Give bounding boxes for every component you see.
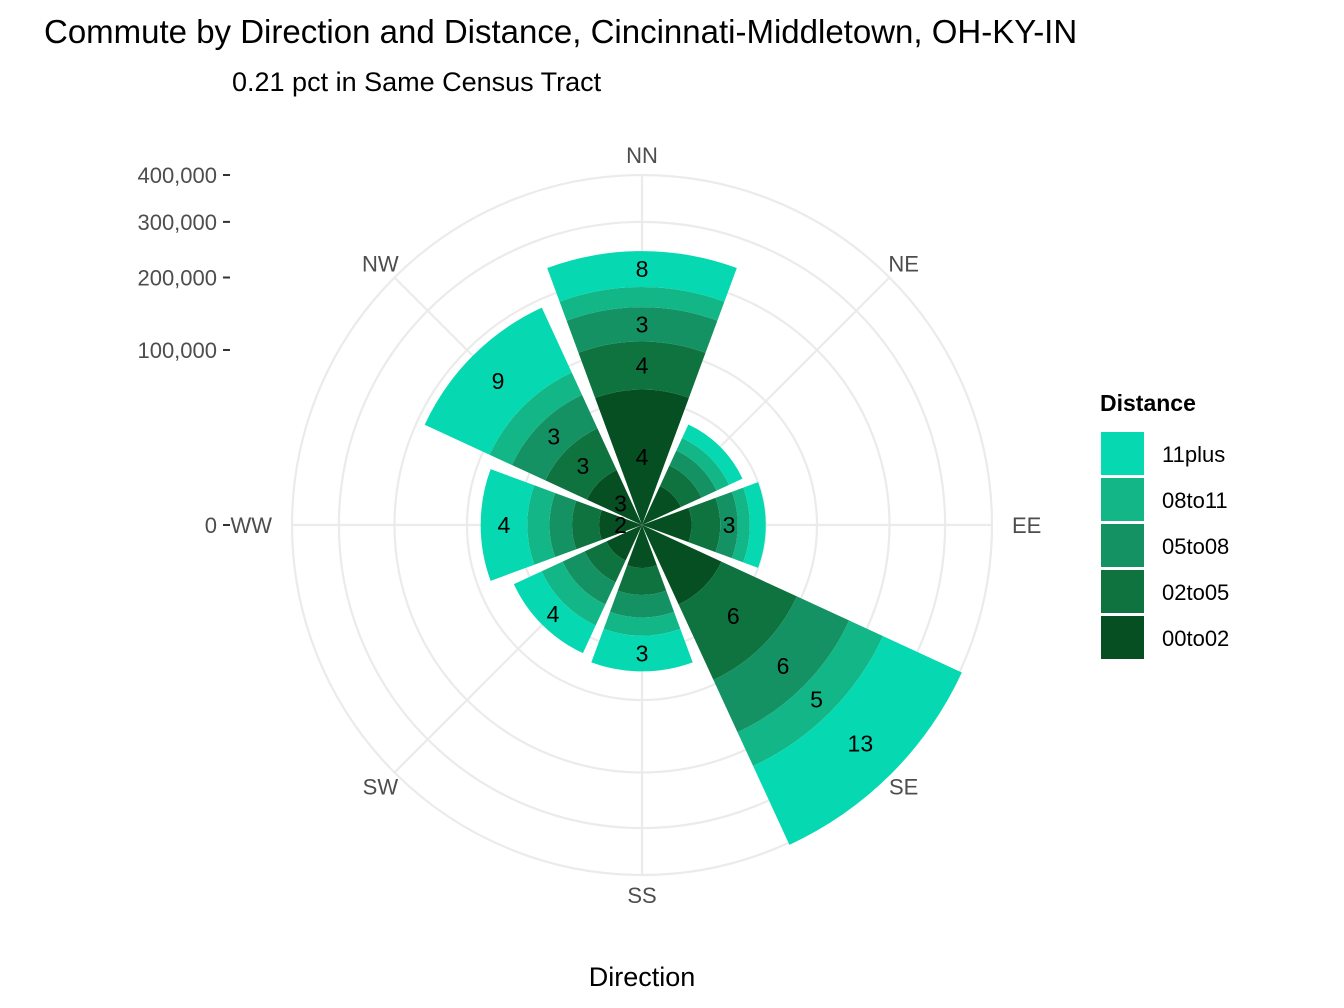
chart-title: Commute by Direction and Distance, Cinci… [44,13,1077,50]
wedge-nn-02to05 [578,341,706,398]
wedge-ee-08to11 [731,487,750,563]
direction-label-nn: NN [626,143,658,168]
wedge-label-nn-05to08: 3 [636,311,649,337]
wedge-label-ss-11plus: 3 [636,641,649,667]
legend-label-02to05: 02to05 [1162,580,1229,605]
wedge-ee-11plus [743,482,766,568]
wedge-nn-00to02 [595,389,689,525]
wedge-nn-08to11 [559,286,725,321]
wedge-label-nn-02to05: 4 [636,352,649,378]
wedge-label-ww-00to02: 2 [614,512,627,538]
wedge-ne-02to05 [659,465,702,508]
wedge-se-08to11 [737,620,884,767]
direction-label-ss: SS [627,883,656,908]
direction-label-se: SE [889,775,918,800]
wedge-ww-05to08 [549,492,577,558]
wedge-se-05to08 [713,596,850,733]
legend: Distance 11plus 08to11 05to08 02to05 00to02 [1100,390,1229,659]
wedge-ww-08to11 [527,485,556,565]
wedge-sw-02to05 [584,541,626,583]
wedge-se-02to05 [678,561,797,680]
y-tick-label-2: 200,000 [137,266,217,291]
wedge-label-nw-11plus: 9 [492,368,505,394]
wedge-ss-05to08 [609,590,675,618]
wedge-sw-00to02 [606,525,642,561]
wedge-ss-02to05 [617,565,667,595]
y-tick-label-1: 100,000 [137,338,217,363]
wedge-label-se-02to05: 6 [727,603,740,629]
legend-swatch-11plus [1101,432,1144,475]
wedge-nw-05to08 [511,394,598,481]
wedge-ss-11plus [591,628,693,672]
wedge-ee-05to08 [715,491,738,559]
wedge-ne-00to02 [642,486,681,525]
x-axis-label: Direction [589,962,696,992]
wedge-nw-02to05 [545,428,617,500]
wedge-ww-11plus [480,469,535,581]
wedge-label-se-05to08: 6 [777,653,790,679]
wedge-se-11plus [753,636,962,845]
wedge-ss-08to11 [603,611,681,636]
legend-label-05to08: 05to08 [1162,534,1229,559]
wedge-label-ee-05to08: 3 [723,512,736,538]
wedge-label-se-11plus: 13 [848,730,874,756]
wedge-label-sw-11plus: 4 [547,601,560,627]
wedge-ss-00to02 [627,525,657,568]
legend-label-00to02: 00to02 [1162,626,1229,651]
wedge-nw-08to11 [489,372,583,466]
wedge-label-nw-02to05: 3 [577,453,590,479]
direction-label-ne: NE [888,251,919,276]
wedge-ne-08to11 [676,437,730,491]
wedge-nn-05to08 [566,307,718,353]
wedges [424,251,962,845]
wedge-nn-11plus [547,251,737,302]
wedge-ne-11plus [682,424,743,485]
direction-label-ee: EE [1012,513,1041,538]
legend-swatch-02to05 [1101,570,1144,613]
wedge-label-nn-11plus: 8 [636,256,649,282]
wedge-ne-05to08 [669,450,717,498]
y-axis: 0 100,000 200,000 300,000 400,000 [137,163,230,538]
legend-label-08to11: 08to11 [1162,488,1228,513]
wedge-sw-08to11 [541,561,606,626]
y-tick-label-0: 0 [205,513,217,538]
wedge-ww-02to05 [572,500,602,550]
legend-label-11plus: 11plus [1162,442,1225,467]
y-tick-label-4: 400,000 [137,163,217,188]
wedge-ee-00to02 [642,507,692,543]
wedge-label-nw-05to08: 3 [547,424,560,450]
y-tick-label-3: 300,000 [137,210,217,235]
wedge-label-nw-00to02: 3 [614,491,627,517]
wedge-label-ww-11plus: 4 [498,512,511,538]
legend-swatch-00to02 [1101,616,1144,659]
wedge-sw-05to08 [562,551,616,605]
wedge-label-nn-00to02: 4 [636,444,649,470]
legend-title: Distance [1100,390,1196,416]
wedge-ww-00to02 [599,510,642,540]
direction-label-sw: SW [363,775,399,800]
direction-labels: NN NE EE SE SS SW WW NW [230,143,1041,908]
direction-label-nw: NW [362,251,399,276]
wedge-ee-02to05 [688,497,721,553]
wedge-nw-00to02 [586,469,642,525]
legend-swatch-05to08 [1101,524,1144,567]
wedge-label-se-08to11: 5 [810,687,823,713]
chart-subtitle: 0.21 pct in Same Census Tract [232,67,602,97]
wedge-nw-11plus [424,307,572,455]
legend-swatch-08to11 [1101,478,1144,521]
wedge-sw-11plus [513,571,596,654]
wedge-se-00to02 [642,525,722,605]
direction-label-ww: WW [230,513,272,538]
